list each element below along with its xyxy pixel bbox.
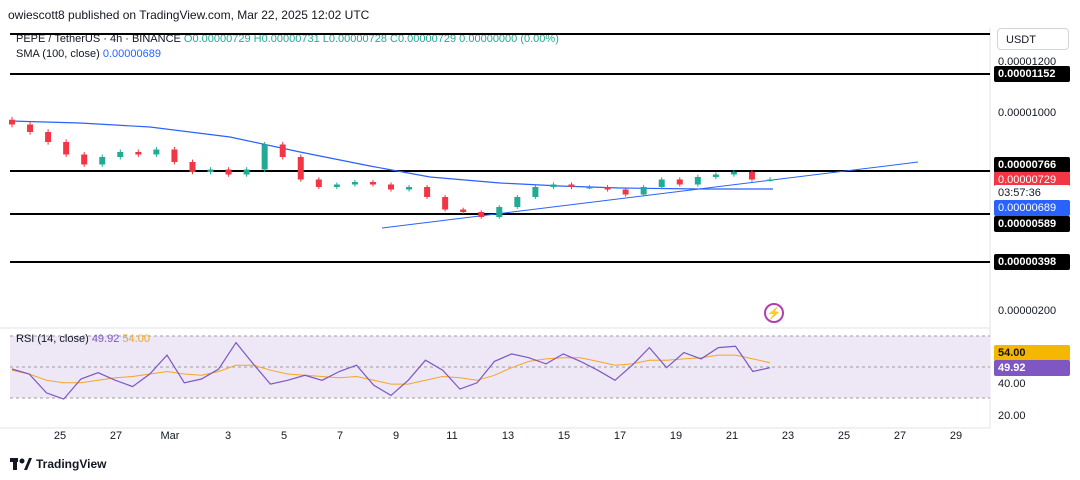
flash-icon[interactable]: ⚡ xyxy=(764,303,784,323)
rsi-ma-axis-label: 54.00 xyxy=(994,345,1070,361)
time-label: 7 xyxy=(336,430,344,442)
candle-down xyxy=(748,172,755,180)
candle-up xyxy=(406,187,413,190)
candle-down xyxy=(442,197,449,210)
candle-down xyxy=(315,179,322,187)
price-tick-1000: 0.00001000 xyxy=(998,107,1057,119)
candle-down xyxy=(9,119,15,125)
price-tick-200: 0.00000200 xyxy=(998,305,1057,317)
price-label-1152: 0.00001152 xyxy=(994,66,1070,82)
sma-legend: SMA (100, close) 0.00000689 xyxy=(16,48,161,60)
candle-up xyxy=(730,172,737,175)
footer-brand: TradingView xyxy=(36,457,107,471)
candle-up xyxy=(153,149,160,155)
rsi-tick-20: 20.00 xyxy=(998,410,1026,422)
price-label-589: 0.00000589 xyxy=(994,216,1070,232)
time-label: 17 xyxy=(613,430,627,442)
time-label: 15 xyxy=(557,430,571,442)
candle-up xyxy=(694,177,701,185)
time-label: 27 xyxy=(109,430,123,442)
rsi-axis-label: 49.92 xyxy=(994,360,1070,376)
candle-down xyxy=(568,184,575,187)
candle-up xyxy=(207,169,214,172)
candle-down xyxy=(171,149,178,162)
rsi-ma-line xyxy=(11,354,771,385)
candle-down xyxy=(45,132,52,142)
candle-up xyxy=(640,187,647,195)
time-label: 11 xyxy=(446,430,458,442)
rsi-band xyxy=(10,336,990,398)
candle-up xyxy=(243,169,250,175)
rsi-label[interactable]: RSI (14, close) xyxy=(16,333,89,345)
time-label: 13 xyxy=(501,430,515,442)
candle-down xyxy=(676,179,683,185)
candle-down xyxy=(297,157,304,180)
time-label: 29 xyxy=(949,430,963,442)
candle-up xyxy=(333,184,340,187)
candle-up xyxy=(261,144,268,170)
sma-value: 0.00000689 xyxy=(102,48,161,60)
time-label: 27 xyxy=(893,430,907,442)
time-label: 21 xyxy=(725,430,739,442)
rsi-tick-40: 40.00 xyxy=(998,378,1026,390)
rsi-line xyxy=(11,341,771,400)
candle-down xyxy=(478,212,485,217)
candle-up xyxy=(532,187,539,197)
tradingview-logo-icon xyxy=(10,458,32,470)
candle-up xyxy=(496,207,503,217)
time-label: 25 xyxy=(53,430,67,442)
price-label-766: 0.00000766 xyxy=(994,157,1070,173)
candle-up xyxy=(767,179,773,181)
rsi-value: 49.92 xyxy=(91,333,120,345)
time-label: 23 xyxy=(781,430,795,442)
candle-down xyxy=(27,124,34,132)
candle-down xyxy=(388,184,394,190)
candle-up xyxy=(586,187,593,189)
time-label: 19 xyxy=(669,430,683,442)
countdown-label: 03:57:36 xyxy=(994,185,1070,201)
candle-down xyxy=(424,187,431,197)
candle-up xyxy=(117,152,124,157)
candle-up xyxy=(712,174,719,177)
candle-up xyxy=(550,184,557,187)
ohlc-values: O0.00000729 H0.00000731 L0.00000728 C0.0… xyxy=(183,33,559,45)
candle-up xyxy=(658,179,665,187)
ascending-trendline xyxy=(381,161,919,229)
candle-down xyxy=(369,182,376,185)
candle-down xyxy=(225,169,232,175)
candle-down xyxy=(279,144,286,157)
candlestick-series xyxy=(9,116,773,219)
time-label: 9 xyxy=(392,430,400,442)
publish-header: owiescott8 published on TradingView.com,… xyxy=(8,8,370,22)
price-label-398: 0.00000398 xyxy=(994,254,1070,270)
time-label: 25 xyxy=(837,430,851,442)
candle-down xyxy=(63,142,70,155)
rsi-ma-value: 54.00 xyxy=(122,333,150,345)
candle-down xyxy=(622,189,629,195)
price-tick-1200: 0.00001200 xyxy=(998,56,1057,68)
last-price-label: 0.00000729 xyxy=(994,172,1070,188)
currency-button[interactable]: USDT xyxy=(997,28,1069,50)
time-label: 5 xyxy=(280,430,288,442)
candle-up xyxy=(351,182,358,185)
sma-label[interactable]: SMA (100, close) xyxy=(16,48,100,60)
candle-up xyxy=(514,197,521,207)
symbol-name[interactable]: PEPE / TetherUS · 4h · BINANCE xyxy=(16,33,181,45)
sma-price-label: 0.00000689 xyxy=(994,200,1070,216)
time-label: Mar xyxy=(160,430,180,442)
time-label: 3 xyxy=(224,430,232,442)
candle-up xyxy=(99,157,106,165)
rsi-legend: RSI (14, close) 49.92 54.00 xyxy=(16,333,150,345)
candle-down xyxy=(135,152,142,155)
candle-down xyxy=(189,162,196,172)
candle-down xyxy=(604,187,611,190)
candle-down xyxy=(460,209,467,212)
candle-down xyxy=(81,154,88,165)
symbol-legend: PEPE / TetherUS · 4h · BINANCE O0.000007… xyxy=(16,33,559,45)
tradingview-logo[interactable]: TradingView xyxy=(10,457,106,471)
sma-line xyxy=(9,120,773,190)
